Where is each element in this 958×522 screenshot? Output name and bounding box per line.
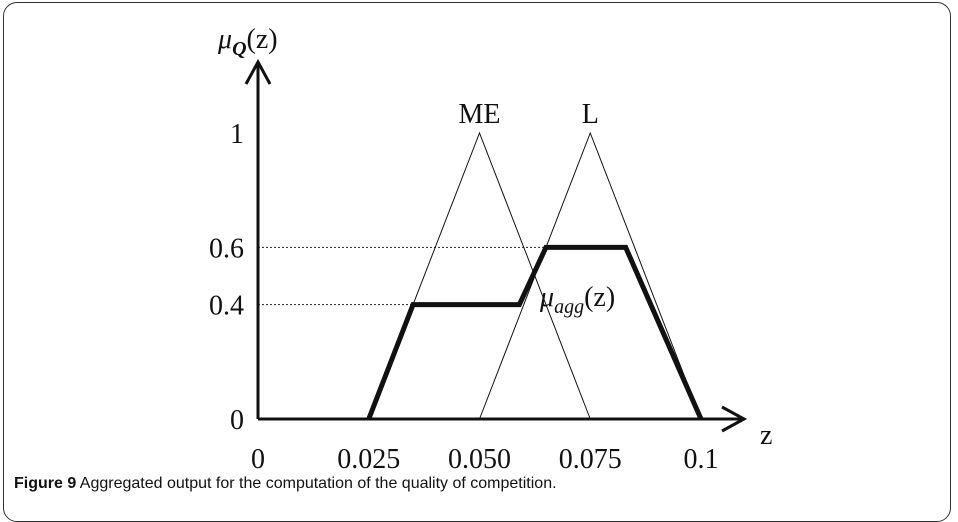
aggregate-label: μagg(z) (539, 282, 615, 318)
series-label-me: ME (459, 99, 501, 130)
caption-label: Figure 9 (14, 475, 77, 492)
y-axis-arrow (244, 58, 272, 85)
aggregate-series-line (366, 244, 704, 421)
caption-text: Aggregated output for the computation of… (76, 475, 557, 492)
membership-chart: ME L 0 0.025 0.050 0.075 0.100.40.61 μQ(z) z … (209, 24, 772, 470)
figure-caption: Figure 9 Aggregated output for the compu… (14, 475, 557, 493)
x-tick-label: 0.1 (684, 444, 719, 470)
y-tick-label: 0.6 (209, 233, 244, 264)
x-axis-arrow (721, 405, 748, 433)
x-tick-label: 0 (251, 444, 265, 470)
y-tick-label: 0.4 (209, 291, 244, 322)
series-line-me (368, 131, 591, 420)
series-label-l: L (582, 99, 599, 130)
x-tick-label: 0.050 (448, 444, 511, 470)
series-line-l (479, 131, 702, 420)
y-tick-label: 0 (230, 405, 244, 436)
x-axis-label: z (760, 420, 772, 451)
x-tick-label: 0.025 (337, 444, 400, 470)
y-axis-label: μQ(z) (217, 24, 278, 60)
y-tick-label: 1 (230, 119, 244, 150)
x-tick-label: 0.075 (559, 444, 622, 470)
